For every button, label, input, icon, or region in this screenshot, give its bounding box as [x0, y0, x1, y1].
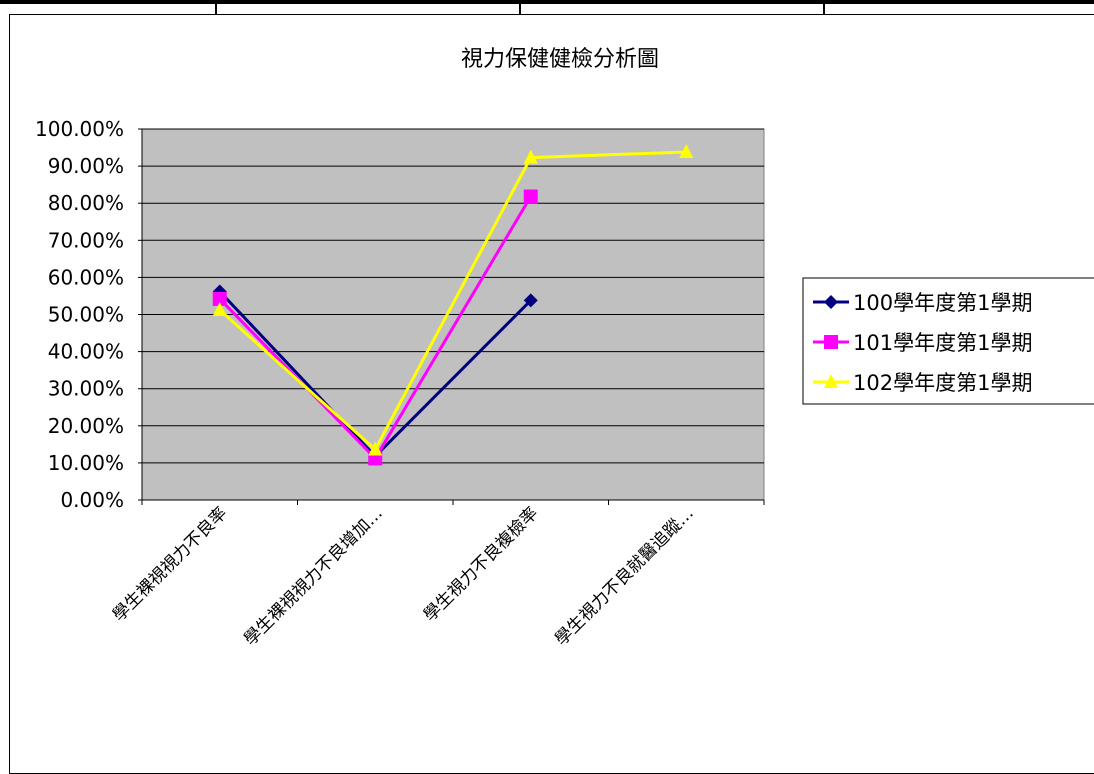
series-layer: [212, 144, 694, 466]
y-tick-label: 30.00%: [48, 377, 124, 401]
series-3: [212, 144, 694, 456]
x-axis: 學生裸視視力不良率 學生裸視視力不良增加… 學生視力不良複檢率 學生視力不良就醫追蹤…: [109, 499, 765, 650]
data-point: [212, 302, 227, 317]
y-tick-label: 0.00%: [60, 488, 124, 512]
y-tick-label: 10.00%: [48, 451, 124, 475]
y-tick-label: 20.00%: [48, 414, 124, 438]
x-tick-label: 學生視力不良複檢率: [420, 503, 542, 625]
data-point: [523, 149, 538, 164]
x-tick-label: 學生視力不良就醫追蹤…: [551, 503, 697, 649]
chart-title: 視力保健健檢分析圖: [461, 47, 659, 72]
y-tick-label: 90.00%: [48, 154, 124, 178]
data-point: [679, 144, 694, 159]
line-chart: 視力保健健檢分析圖 0.00% 10.00% 20.00% 30.00% 40.00% 5…: [35, 47, 1094, 650]
y-tick-label: 60.00%: [48, 265, 124, 289]
y-tick-label: 40.00%: [48, 340, 124, 364]
x-tick-label: 學生裸視視力不良增加…: [240, 503, 386, 649]
legend-box: [802, 277, 1094, 405]
y-tick-label: 80.00%: [48, 191, 124, 215]
y-tick-label: 70.00%: [48, 228, 124, 252]
legend-label: 100學年度第1學期: [853, 291, 1032, 315]
y-axis: 0.00% 10.00% 20.00% 30.00% 40.00% 50.00% 60.00…: [35, 117, 143, 512]
legend-label: 102學年度第1學期: [853, 371, 1032, 395]
legend: 100學年度第1學期 101學年度第1學期 102學年度第1學期: [802, 277, 1094, 405]
square-icon: [824, 335, 838, 349]
spreadsheet-top-border: [0, 0, 1094, 14]
data-point: [523, 189, 538, 204]
y-tick-label: 50.00%: [48, 303, 124, 327]
data-point: [212, 291, 227, 306]
series-2: [212, 189, 538, 466]
legend-label: 101學年度第1學期: [853, 331, 1032, 355]
x-tick-label: 學生裸視視力不良率: [109, 503, 231, 625]
triangle-icon: [824, 374, 838, 388]
series-line: [218, 150, 687, 452]
plot-area: [141, 128, 765, 501]
y-tick-label: 100.00%: [35, 117, 124, 141]
diamond-icon: [824, 295, 838, 309]
data-point: [523, 293, 538, 308]
data-point: [368, 441, 383, 456]
